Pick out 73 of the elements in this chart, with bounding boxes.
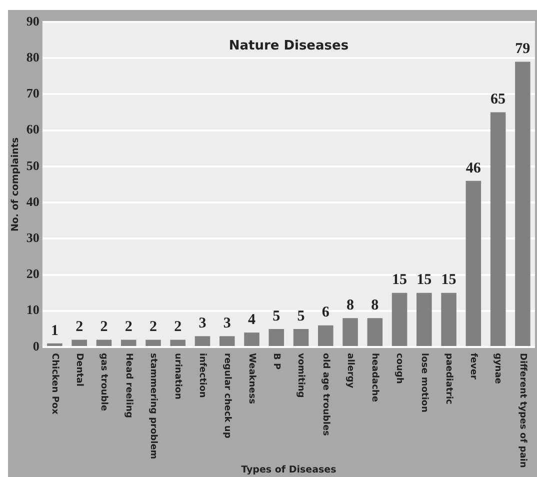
bar xyxy=(219,336,235,346)
x-tick-label: Head reeling xyxy=(123,353,134,418)
y-tick-label: 90 xyxy=(26,13,40,28)
data-label: 2 xyxy=(174,319,182,336)
x-tick-label: fever xyxy=(468,353,478,380)
x-tick-label: gas trouble xyxy=(98,353,109,411)
x-tick-label: Weakness xyxy=(246,353,256,404)
x-tick-label: old age troubles xyxy=(320,353,330,436)
x-tick-label: Chicken Pox xyxy=(49,353,60,415)
x-tick-label: Different types of pain xyxy=(517,353,528,468)
data-label: 4 xyxy=(248,312,256,328)
bar xyxy=(146,340,161,346)
bar xyxy=(367,318,383,346)
data-label: 2 xyxy=(76,319,84,336)
x-tick-label: lose motion xyxy=(418,353,429,412)
bar xyxy=(490,112,506,346)
data-label: 15 xyxy=(416,272,432,288)
y-tick-label: 80 xyxy=(26,49,40,64)
x-tick-label: allergy xyxy=(344,353,355,388)
x-tick-label: Dental xyxy=(74,353,84,386)
y-tick-label: 0 xyxy=(32,338,40,354)
data-label: 8 xyxy=(371,297,379,314)
x-tick-label: infection xyxy=(197,353,208,398)
bar xyxy=(194,336,210,346)
x-tick-label: headache xyxy=(370,353,380,402)
y-tick-label: 60 xyxy=(26,122,40,137)
x-tick-label: B P xyxy=(271,353,282,370)
data-label: 1 xyxy=(50,322,58,339)
bar xyxy=(416,292,432,346)
data-label: 5 xyxy=(272,308,280,324)
y-tick-label: 50 xyxy=(26,158,40,173)
bar xyxy=(244,332,260,346)
text: Nature Diseases xyxy=(228,38,349,54)
x-tick-label: cough xyxy=(394,353,404,384)
bar xyxy=(466,180,482,346)
bar xyxy=(72,340,87,346)
data-label: 65 xyxy=(490,92,506,108)
data-label: 15 xyxy=(392,272,408,288)
bar xyxy=(268,328,284,346)
y-tick-label: 40 xyxy=(26,194,40,209)
data-label: 15 xyxy=(441,272,456,288)
x-tick-label: stammering problem xyxy=(148,353,158,460)
y-tick-label: 70 xyxy=(26,86,40,101)
x-tick-label: paediatric xyxy=(443,353,454,404)
bar xyxy=(96,340,112,346)
data-label: 3 xyxy=(223,316,231,332)
data-label: 46 xyxy=(466,160,482,176)
x-tick-label: gynae xyxy=(492,353,503,384)
data-label: 5 xyxy=(297,308,305,324)
bar xyxy=(392,292,408,346)
x-tick-label: vomiting xyxy=(296,353,306,398)
bar xyxy=(441,292,456,346)
bar xyxy=(120,340,136,346)
bar xyxy=(170,340,186,346)
data-label: 6 xyxy=(322,304,330,321)
data-label: 8 xyxy=(346,297,354,314)
data-label: 2 xyxy=(149,319,157,336)
bar xyxy=(293,328,309,346)
bar xyxy=(47,343,62,346)
y-tick-label: 30 xyxy=(26,230,40,246)
data-label: 2 xyxy=(124,319,132,336)
x-tick-label: urination xyxy=(172,353,183,400)
y-tick-label: 20 xyxy=(26,266,40,282)
y-tick-label: 10 xyxy=(26,302,40,318)
x-tick-label: regular check up xyxy=(222,353,232,439)
y-axis-title: No. of complaints xyxy=(10,137,22,232)
bar xyxy=(318,325,334,346)
bar xyxy=(515,62,530,346)
data-label: 3 xyxy=(198,316,206,332)
x-axis-title: Types of Diseases xyxy=(241,464,337,476)
data-label: 79 xyxy=(515,41,530,58)
data-label: 2 xyxy=(100,319,108,336)
bar xyxy=(342,318,358,346)
